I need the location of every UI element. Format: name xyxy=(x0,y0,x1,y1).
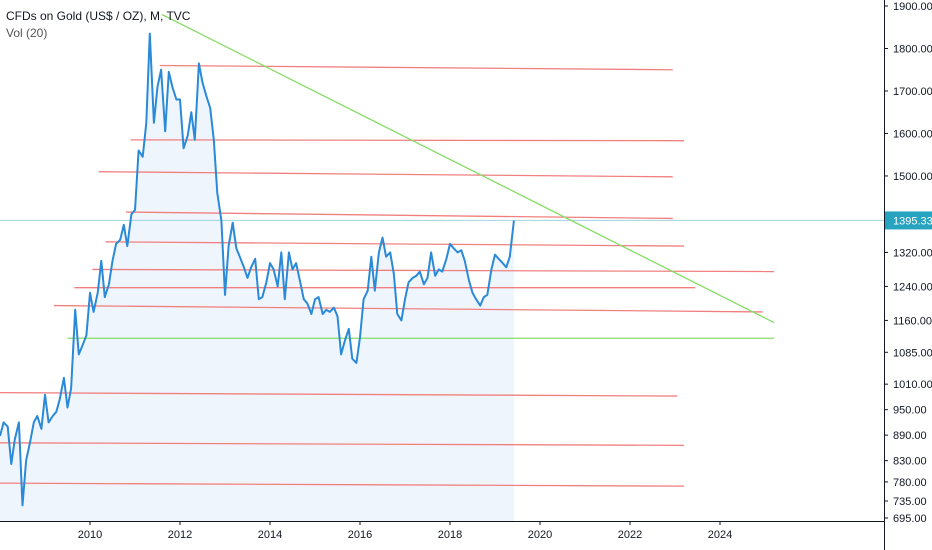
last-price-tag xyxy=(885,211,932,230)
resistance-level-2 xyxy=(130,139,685,142)
y-tick-label-1700.00: 1700.00 xyxy=(893,86,932,98)
x-tick-label-2012: 2012 xyxy=(168,529,192,541)
y-axis[interactable]: 695.00 735.00 780.00 830.00 890.00 950.00 1010… xyxy=(884,0,932,550)
price-area-fill xyxy=(0,33,514,521)
y-tick-label-1085.00: 1085.00 xyxy=(893,347,932,359)
y-tick-label-1900.00: 1900.00 xyxy=(893,1,932,13)
x-tick-label-2020: 2020 xyxy=(528,529,552,541)
volume-indicator-label[interactable]: Vol (20) xyxy=(6,26,48,40)
resistance-level-1 xyxy=(159,64,673,71)
x-tick-label-2010: 2010 xyxy=(78,529,102,541)
gold-price-line xyxy=(0,32,515,507)
x-tick-label-2018: 2018 xyxy=(438,529,462,541)
y-tick-label-1240.00: 1240.00 xyxy=(893,281,932,293)
resistance-level-10 xyxy=(0,442,685,446)
x-tick-label-2016: 2016 xyxy=(348,529,372,541)
y-tick-label-695.00: 695.00 xyxy=(893,513,927,525)
y-tick-label-1800.00: 1800.00 xyxy=(893,43,932,55)
y-tick-label-1160.00: 1160.00 xyxy=(893,315,932,327)
chart-legend: CFDs on Gold (US$ / OZ), M, TVC Vol (20) xyxy=(6,8,190,42)
y-tick-label-1600.00: 1600.00 xyxy=(893,128,932,140)
x-axis[interactable]: 2010 2012 2014 2016 2018 2020 2022 2024 xyxy=(0,521,884,541)
y-tick-label-950.00: 950.00 xyxy=(893,405,927,417)
y-tick-label-1010.00: 1010.00 xyxy=(893,379,932,391)
y-tick-label-1500.00: 1500.00 xyxy=(893,171,932,183)
x-tick-label-2014: 2014 xyxy=(258,529,282,541)
resistance-level-9 xyxy=(0,392,678,397)
resistance-level-11 xyxy=(0,482,685,487)
resistance-level-8 xyxy=(53,304,763,313)
x-tick-label-2024: 2024 xyxy=(708,529,732,541)
last-price-tag-label: 1395.33 xyxy=(893,215,932,227)
y-tick-label-830.00: 830.00 xyxy=(893,456,927,468)
y-tick-label-1320.00: 1320.00 xyxy=(893,247,932,259)
y-tick-label-735.00: 735.00 xyxy=(893,496,927,508)
resistance-level-3 xyxy=(98,171,673,178)
resistance-level-4 xyxy=(125,211,673,220)
chart-title[interactable]: CFDs on Gold (US$ / OZ), M, TVC xyxy=(6,9,191,23)
resistance-level-5 xyxy=(105,241,685,247)
y-tick-label-780.00: 780.00 xyxy=(893,477,927,489)
levels-layer xyxy=(0,13,884,487)
area-layer xyxy=(0,33,514,521)
last-price-tag-layer: 1395.33 xyxy=(885,211,932,230)
descending-trend-line xyxy=(161,13,775,324)
x-tick-label-2022: 2022 xyxy=(618,529,642,541)
y-tick-label-890.00: 890.00 xyxy=(893,430,927,442)
resistance-level-6 xyxy=(92,268,775,273)
series-layer xyxy=(0,32,515,507)
